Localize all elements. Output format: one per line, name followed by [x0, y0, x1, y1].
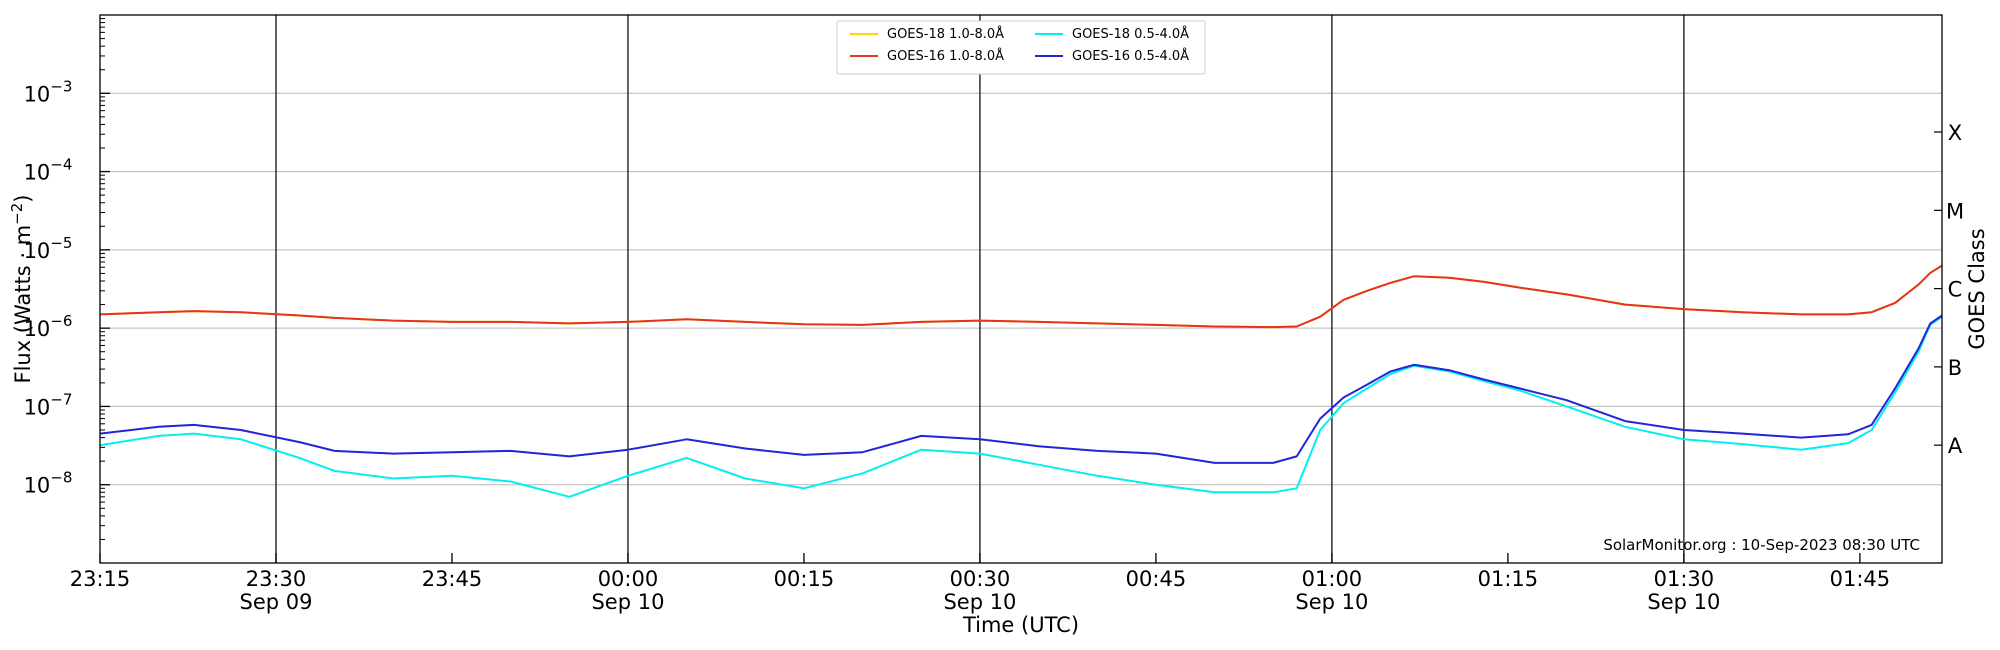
- legend-box: [836, 20, 1206, 75]
- goes-class-labels: A B C M X: [1934, 121, 1964, 458]
- x-tick-label: 01:30: [1654, 567, 1715, 591]
- x-tick-date-label: Sep 09: [239, 590, 312, 614]
- x-tick-label: 00:30: [950, 567, 1011, 591]
- grid-layer: [100, 92, 1942, 486]
- legend-label: GOES-16 0.5-4.0Å: [1072, 48, 1189, 64]
- x-tick-label: 23:45: [422, 567, 483, 591]
- x-tick-label: 01:45: [1830, 567, 1891, 591]
- credit-text: SolarMonitor.org : 10-Sep-2023 08:30 UTC: [1603, 536, 1920, 554]
- vertical-lines: [275, 15, 1685, 563]
- x-tick-label: 23:30: [246, 567, 307, 591]
- legend-label: GOES-18 0.5-4.0Å: [1072, 26, 1189, 42]
- x-tick-label: 23:15: [70, 567, 131, 591]
- goes-class-b: B: [1948, 356, 1962, 380]
- series-layer: [99, 264, 1943, 498]
- y-tick-label: 10−4: [24, 156, 73, 185]
- legend-entries: GOES-18 1.0-8.0Å GOES-16 1.0-8.0Å GOES-18 …: [850, 26, 1189, 64]
- x-tick-label: 00:15: [774, 567, 835, 591]
- y-tick-label: 10−3: [24, 77, 73, 106]
- x-tick-date-label: Sep 10: [1295, 590, 1368, 614]
- x-tick-label: 01:15: [1478, 567, 1539, 591]
- y-axis-ticks: 10−8 10−7 10−6 10−5 10−4 10−3: [24, 18, 110, 540]
- x-tick-label: 01:00: [1302, 567, 1363, 591]
- x-axis-label: Time (UTC): [962, 613, 1079, 637]
- goes-class-c: C: [1948, 278, 1963, 302]
- series-line-0: [99, 264, 1943, 329]
- legend-label: GOES-18 1.0-8.0Å: [887, 26, 1004, 42]
- y-tick-label: 10−7: [24, 390, 73, 419]
- goes-class-m: M: [1946, 199, 1964, 223]
- y-tick-label: 10−6: [24, 312, 73, 341]
- goes-class-a: A: [1948, 434, 1963, 458]
- y-axis-label: Flux (Watts · m−2): [8, 194, 35, 383]
- y-tick-label: 10−8: [24, 469, 73, 498]
- series-line-1: [99, 264, 1943, 329]
- x-tick-label: 00:45: [1126, 567, 1187, 591]
- right-axis-label: GOES Class: [1965, 228, 1989, 349]
- x-tick-label: 00:00: [598, 567, 659, 591]
- x-tick-date-label: Sep 10: [1647, 590, 1720, 614]
- x-tick-date-label: Sep 10: [591, 590, 664, 614]
- y-tick-label: 10−5: [24, 234, 73, 263]
- series-line-2: [99, 315, 1943, 498]
- series-line-3: [99, 314, 1943, 464]
- x-tick-date-label: Sep 10: [943, 590, 1016, 614]
- legend: GOES-18 1.0-8.0Å GOES-16 1.0-8.0Å GOES-18 …: [836, 20, 1206, 75]
- legend-label: GOES-16 1.0-8.0Å: [887, 48, 1004, 64]
- plot-frame: [99, 14, 1943, 564]
- goes-class-x: X: [1948, 121, 1962, 145]
